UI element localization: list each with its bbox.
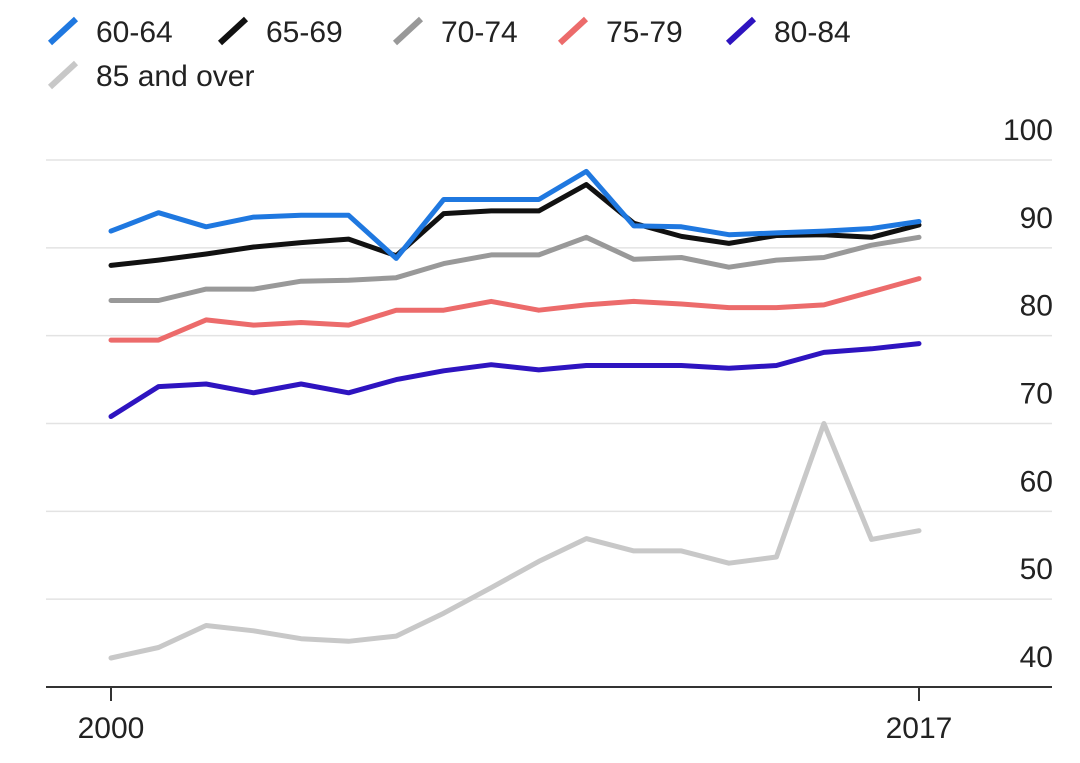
legend-swatch <box>725 16 757 46</box>
legend-swatch <box>557 16 589 46</box>
legend-label: 75-79 <box>606 16 683 49</box>
series-lines <box>108 168 922 661</box>
legend-item: 65-69 <box>217 16 343 49</box>
series-line-75-79 <box>108 276 922 343</box>
legend-swatch <box>47 16 79 46</box>
legend-item: 80-84 <box>725 16 851 49</box>
legend-item: 85 and over <box>47 60 254 93</box>
legend-item: 70-74 <box>392 16 518 49</box>
series-line-60-64 <box>108 168 922 261</box>
y-tick-label: 60 <box>1020 465 1053 498</box>
y-tick-label: 40 <box>1020 641 1053 674</box>
legend-item: 75-79 <box>557 16 683 49</box>
legend-label: 85 and over <box>96 60 254 93</box>
y-tick-label: 80 <box>1020 290 1053 323</box>
legend-label: 70-74 <box>441 16 518 49</box>
legend: 60-64 65-69 70-74 75-79 80-84 85 and over <box>47 16 851 93</box>
series-line-70-74 <box>108 234 922 303</box>
x-tick-label: 2000 <box>78 712 145 745</box>
legend-swatch <box>47 60 79 90</box>
grid <box>46 159 1052 600</box>
legend-item: 60-64 <box>47 16 173 49</box>
series-line-85-and-over <box>108 421 922 661</box>
legend-label: 60-64 <box>96 16 173 49</box>
y-axis: 40 50 60 70 80 90 100 <box>1003 114 1053 674</box>
y-tick-label: 90 <box>1020 202 1053 235</box>
x-axis: 2000 2017 <box>46 686 1052 745</box>
legend-swatch <box>217 16 249 46</box>
x-tick-label: 2017 <box>886 712 953 745</box>
legend-label: 80-84 <box>774 16 851 49</box>
y-tick-label: 100 <box>1003 114 1053 147</box>
legend-label: 65-69 <box>266 16 343 49</box>
series-line-80-84 <box>108 341 922 419</box>
series-line-65-69 <box>108 182 922 268</box>
legend-swatch <box>392 16 424 46</box>
y-tick-label: 50 <box>1020 553 1053 586</box>
y-tick-label: 70 <box>1020 378 1053 411</box>
